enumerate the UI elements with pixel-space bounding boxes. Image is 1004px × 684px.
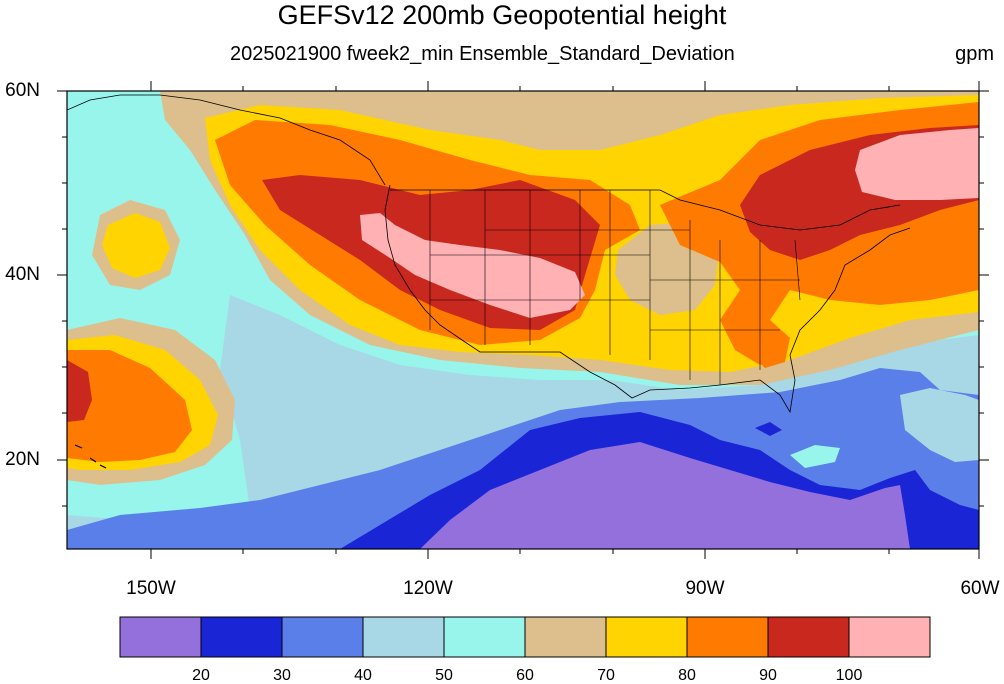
lat-label-60n: 60N: [5, 80, 40, 101]
colorbar-swatch: [119, 616, 202, 658]
contour-band-40-50-south: [240, 380, 470, 480]
lon-ticks: [150, 81, 980, 559]
boundary-lines: [67, 94, 911, 469]
lon-label-90w: 90W: [685, 578, 725, 599]
contour-band-50-60-east: [790, 445, 840, 468]
us-canada-border: [390, 189, 901, 231]
colorbar-swatch: [362, 616, 445, 658]
contour-band-100-plus-east: [855, 128, 979, 200]
colorbar-swatch: [767, 616, 850, 658]
colorbar-level-label: 60: [516, 667, 534, 684]
colorbar-swatch: [200, 616, 283, 658]
contour-band-below-20: [420, 442, 910, 549]
contour-band-90-100-pacific: [67, 360, 92, 422]
colorbar-swatch: [524, 616, 607, 658]
hawaii-islands: [74, 444, 107, 469]
state-borders: [429, 190, 801, 385]
contour-band-80-90-southeast: [745, 320, 790, 368]
colorbar: [119, 616, 931, 658]
contour-fill: [67, 91, 979, 549]
colorbar-swatch: [605, 616, 688, 658]
lon-label-120w: 120W: [403, 578, 453, 599]
lat-ticks: [57, 90, 989, 507]
contour-band-80-90-pacific: [67, 350, 192, 462]
colorbar-level-label: 70: [597, 667, 615, 684]
us-coastline: [384, 184, 911, 414]
contour-band-100-plus-west: [360, 213, 585, 318]
lon-label-60w: 60W: [960, 578, 1000, 599]
contour-band-70-80-island: [102, 213, 170, 278]
contour-band-40-50-east: [900, 388, 979, 462]
chart-subtitle: 2025021900 fweek2_min Ensemble_Standard_…: [230, 43, 735, 65]
colorbar-swatch: [686, 616, 769, 658]
colorbar-swatch: [848, 616, 931, 658]
lat-label-20n: 20N: [5, 449, 40, 470]
colorbar-swatch: [281, 616, 364, 658]
colorbar-level-label: 20: [192, 667, 210, 684]
colorbar-level-label: 50: [435, 667, 453, 684]
colorbar-swatch: [443, 616, 526, 658]
colorbar-level-label: 100: [835, 667, 863, 684]
colorbar-level-label: 30: [273, 667, 291, 684]
alaska-canada-coast: [67, 94, 386, 186]
colorbar-level-label: 80: [678, 667, 696, 684]
contour-band-20-30-island: [755, 422, 782, 436]
colorbar-level-label: 90: [759, 667, 777, 684]
lat-label-40n: 40N: [5, 264, 40, 285]
colorbar-level-label: 40: [354, 667, 372, 684]
plot-frame: [66, 90, 980, 550]
lon-label-150w: 150W: [126, 578, 176, 599]
units-label: gpm: [955, 43, 994, 65]
chart-title: GEFSv12 200mb Geopotential height: [277, 0, 727, 30]
